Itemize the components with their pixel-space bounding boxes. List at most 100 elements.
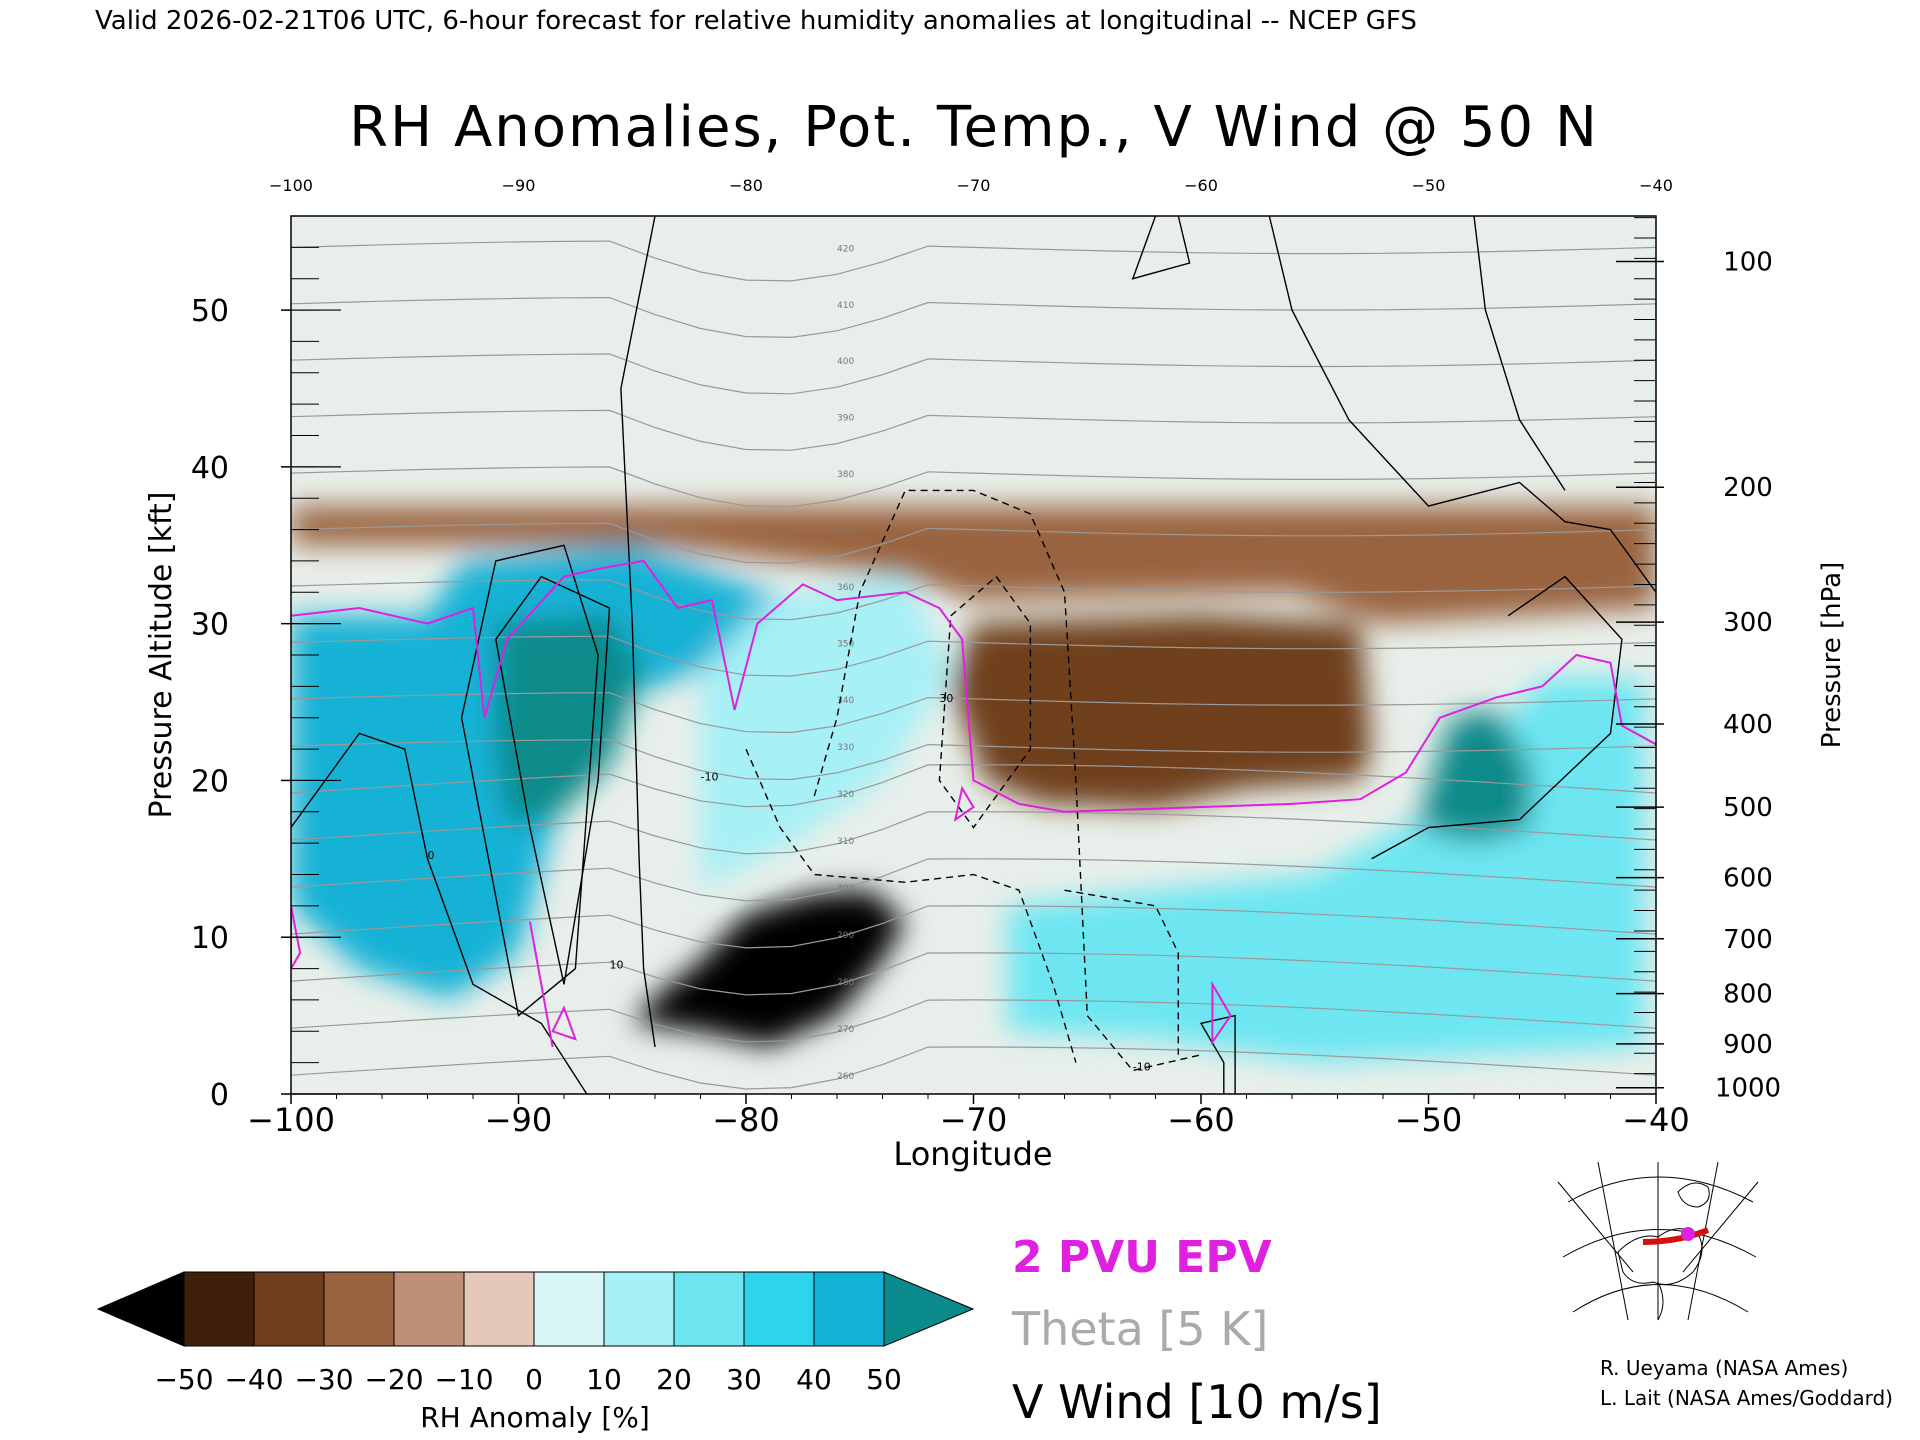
theta-contour-line (291, 522, 1656, 564)
v-wind-contours: 10 30 -10 -10 0 (291, 216, 1656, 1094)
theta-contour-label: 260 (837, 1072, 854, 1082)
v-wind-contour-line (1473, 216, 1566, 491)
v-wind-contour-label: -10 (701, 770, 719, 783)
theta-contour-label: 290 (837, 931, 854, 941)
colorbar-segment (673, 1271, 745, 1347)
v-wind-contour-line (460, 544, 599, 1017)
colorbar-segment (463, 1271, 535, 1347)
colorbar-segment (603, 1271, 675, 1347)
v-wind-contour-line (1268, 216, 1656, 593)
x-tick-label: −90 (485, 1101, 553, 1139)
colorbar-segment (253, 1271, 325, 1347)
epv-2pvu-line (291, 905, 302, 971)
theta-contour-label: 380 (837, 470, 854, 480)
x-top-tick-label: −80 (729, 176, 763, 195)
x-top-tick-label: −60 (1184, 176, 1218, 195)
pressure-tick-label: 400 (1723, 710, 1773, 740)
pressure-tick-label: 1000 (1715, 1074, 1781, 1104)
pressure-tick-label: 200 (1723, 473, 1773, 503)
theta-contour-label: 320 (837, 790, 854, 800)
v-wind-contour-line (813, 489, 1202, 1072)
colorbar-segment (743, 1271, 815, 1347)
colorbar-segment (533, 1271, 605, 1347)
theta-contour-line (291, 858, 1656, 902)
plot-area: 2602702802903003103203303403503603703803… (290, 215, 1657, 1095)
v-wind-contour-label: 30 (939, 692, 953, 705)
pressure-tick-label: 800 (1723, 980, 1773, 1010)
v-wind-contour-label: 10 (610, 959, 624, 972)
legend-theta: Theta [5 K] (1011, 1302, 1268, 1356)
colorbar-segment (393, 1271, 465, 1347)
legend-vwind: V Wind [10 m/s] (1012, 1375, 1382, 1429)
theta-contour-line (291, 409, 1656, 451)
location-map (1557, 1161, 1759, 1321)
location-marker-icon (1681, 1227, 1695, 1241)
colorbar-tick-label: 30 (726, 1363, 762, 1396)
v-wind-contour-line (1371, 575, 1623, 860)
colorbar-tick-label: 10 (586, 1363, 622, 1396)
credit-line-1: R. Ueyama (NASA Ames) (1600, 1356, 1848, 1380)
v-wind-contour-line (1131, 216, 1191, 280)
theta-contour-line (291, 905, 1656, 949)
colorbar-tick-label: −40 (224, 1363, 283, 1396)
theta-contour-label: 300 (837, 884, 854, 894)
colorbar-tick-label: −50 (154, 1363, 213, 1396)
rh-anomaly-region (632, 890, 906, 1047)
cross-section-track-icon (1642, 1227, 1710, 1245)
epv-2pvu-line (551, 1005, 578, 1041)
legend-epv: 2 PVU EPV (1012, 1232, 1272, 1283)
v-wind-contour-line (1064, 889, 1179, 1055)
colorbar-extend-low (96, 1271, 185, 1347)
v-wind-contour-line (495, 575, 611, 985)
theta-contour-line (291, 692, 1656, 734)
theta-contour-line (291, 1046, 1656, 1090)
theta-contour-line (291, 952, 1656, 996)
pressure-tick-label: 100 (1723, 247, 1773, 277)
theta-contour-label: 400 (837, 357, 854, 367)
x-tick-label: −80 (712, 1101, 780, 1139)
theta-contour-label: 350 (837, 640, 854, 650)
x-top-tick-label: −50 (1412, 176, 1446, 195)
valid-time-header: Valid 2026-02-21T06 UTC, 6-hour forecast… (95, 6, 1417, 36)
rh-anomaly-region (950, 615, 1372, 809)
theta-contour-label: 360 (837, 583, 854, 593)
colorbar: −50 −40 −30 −20 −10 0 10 20 30 40 50 (96, 1271, 975, 1396)
epv-2pvu-line (953, 785, 975, 822)
theta-contour-label: 310 (837, 837, 854, 847)
x-tick-label: −50 (1395, 1101, 1463, 1139)
v-wind-contour-line (938, 575, 1032, 829)
y-axis-label: Pressure Altitude [kft] (144, 492, 179, 819)
theta-contour-line (291, 739, 1656, 781)
theta-contour-line (291, 579, 1656, 621)
theta-contour-line (291, 764, 1656, 808)
v-wind-contour-line (745, 748, 1077, 1063)
x-axis-label: Longitude (893, 1135, 1052, 1173)
colorbar-segment (183, 1271, 255, 1347)
theta-contour-line (291, 353, 1656, 395)
epv-2pvu-line (1211, 980, 1232, 1046)
colorbar-tick-label: −20 (364, 1363, 423, 1396)
x-top-tick-label: −40 (1639, 176, 1673, 195)
pressure-tick-label: 900 (1723, 1030, 1773, 1060)
colorbar-extend-high (883, 1271, 975, 1347)
epv-2pvu-line (291, 559, 1656, 813)
y-tick-label: 0 (210, 1078, 229, 1113)
x-tick-label: −70 (940, 1101, 1008, 1139)
theta-contour-line (291, 466, 1656, 508)
epv-2pvu-contour (291, 559, 1656, 1048)
theta-contour-label: 410 (837, 301, 854, 311)
theta-contour-label: 420 (837, 244, 854, 254)
rh-anomaly-region (1417, 709, 1531, 844)
theta-contours: 2602702802903003103203303403503603703803… (291, 240, 1656, 1090)
theta-contour-label: 270 (837, 1025, 854, 1035)
theta-contour-label: 390 (837, 414, 854, 424)
pressure-tick-label: 700 (1723, 925, 1773, 955)
y-right-axis-label: Pressure [hPa] (1817, 562, 1847, 749)
theta-contour-label: 280 (837, 978, 854, 988)
theta-contour-label: 330 (837, 743, 854, 753)
y-tick-label: 30 (191, 608, 229, 643)
colorbar-tick-label: −10 (434, 1363, 493, 1396)
x-top-tick-label: −90 (502, 176, 536, 195)
credit-line-2: L. Lait (NASA Ames/Goddard) (1600, 1386, 1893, 1410)
rh-anomaly-region (495, 615, 644, 820)
